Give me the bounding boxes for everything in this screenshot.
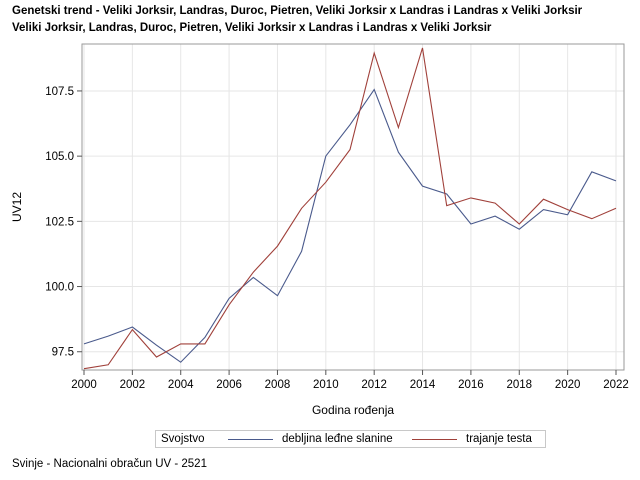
y-axis-label: UV12 [10,192,24,222]
legend-label-trajanje: trajanje testa [466,433,532,445]
series-line-trajanje [83,47,617,370]
chart-title: Genetski trend - Veliki Jorksir, Landras… [12,5,583,17]
x-tick-label: 2014 [410,379,436,391]
chart-subtitle: Veliki Jorksir, Landras, Duroc, Pietren,… [12,22,492,34]
x-tick-label: 2022 [603,379,629,391]
series-line-debljina [83,88,617,363]
x-tick-label: 2018 [506,379,532,391]
y-tick-label: 97.5 [52,347,74,359]
legend: Svojstvo debljina leđne slanine trajanje… [155,430,546,448]
x-tick-label: 2012 [361,379,387,391]
x-tick-label: 2008 [265,379,291,391]
y-tick-label: 102.5 [45,216,74,228]
y-tick-label: 107.5 [45,86,74,98]
legend-title: Svojstvo [161,433,205,445]
plot-frame [81,43,625,371]
legend-swatch-debljina [228,439,273,440]
x-tick-label: 2010 [313,379,339,391]
x-tick-label: 2006 [216,379,242,391]
y-tick-label: 105.0 [45,151,74,163]
legend-label-debljina: debljina leđne slanine [282,433,393,445]
x-tick-label: 2004 [168,379,194,391]
y-tick-label: 100.0 [45,282,74,294]
legend-swatch-trajanje [412,439,457,440]
x-tick-label: 2020 [555,379,581,391]
x-tick-label: 2000 [71,379,97,391]
x-tick-label: 2002 [120,379,146,391]
x-axis-label: Godina rođenja [312,403,394,417]
x-tick-label: 2016 [458,379,484,391]
footnote: Svinje - Nacionalni obračun UV - 2521 [12,458,207,470]
